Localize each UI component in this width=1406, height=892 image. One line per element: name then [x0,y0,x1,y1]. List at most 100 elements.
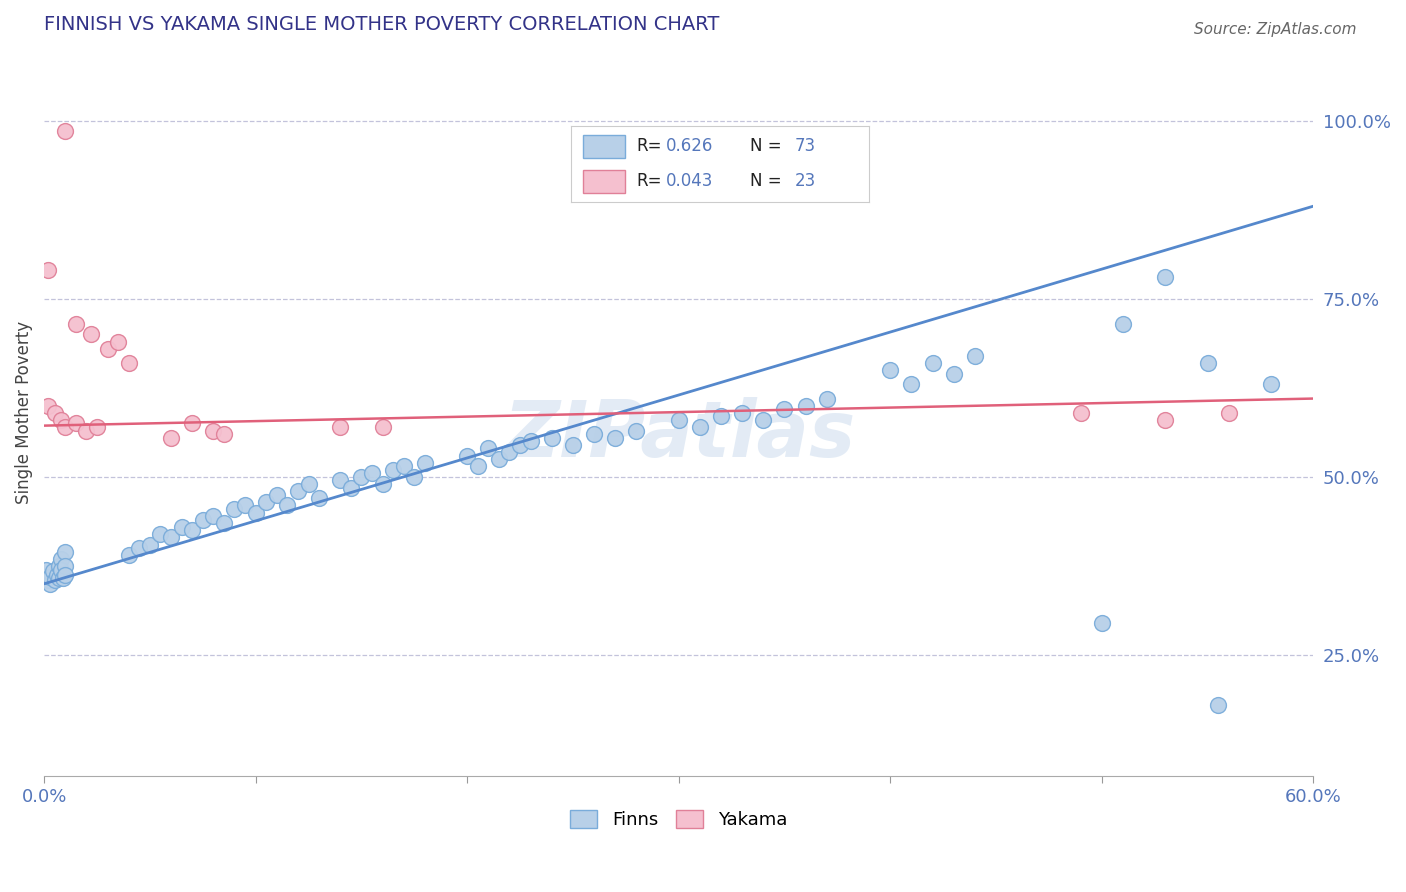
Point [297,477,319,491]
Point [710,409,733,424]
Point [498,445,520,459]
Point [583,427,606,442]
Point [44,573,66,587]
Point [49,563,72,577]
Point [1218,406,1240,420]
Y-axis label: Single Mother Poverty: Single Mother Poverty [15,321,32,504]
Point [1112,317,1135,331]
Point [942,367,965,381]
Point [118,356,141,370]
Point [79,327,101,342]
Point [329,420,352,434]
Point [160,531,183,545]
Point [900,377,922,392]
Point [254,495,277,509]
Point [519,434,541,449]
Point [456,449,478,463]
Point [128,541,150,556]
Text: FINNISH VS YAKAMA SINGLE MOTHER POVERTY CORRELATION CHART: FINNISH VS YAKAMA SINGLE MOTHER POVERTY … [44,15,720,34]
Point [276,499,298,513]
Point [794,399,817,413]
Point [139,538,162,552]
Point [404,470,426,484]
Point [48,571,70,585]
Point [53,124,76,138]
Point [52,571,75,585]
Point [392,459,415,474]
Point [467,459,489,474]
Point [181,417,204,431]
Point [53,545,76,559]
Point [1154,270,1177,285]
Point [561,438,583,452]
Point [605,431,627,445]
Point [1070,406,1092,420]
Point [65,317,87,331]
Point [53,559,76,574]
Point [41,564,63,578]
Point [233,499,256,513]
Point [626,424,648,438]
Point [509,438,531,452]
Point [37,573,59,587]
Point [86,420,108,434]
Point [921,356,943,370]
Point [350,470,373,484]
Point [170,520,193,534]
Point [413,456,436,470]
Point [488,452,510,467]
Point [1197,356,1219,370]
Point [815,392,838,406]
Point [287,484,309,499]
Point [160,431,183,445]
Point [1154,413,1177,427]
Text: Source: ZipAtlas.com: Source: ZipAtlas.com [1194,22,1357,37]
Point [45,568,67,582]
Point [49,552,72,566]
Point [37,399,59,413]
Point [1260,377,1282,392]
Point [1206,698,1229,712]
Point [879,363,901,377]
Point [53,420,76,434]
Point [75,424,97,438]
Point [266,488,288,502]
Point [65,417,87,431]
Point [48,559,70,574]
Point [224,502,246,516]
Point [540,431,562,445]
Point [49,413,72,427]
Point [118,549,141,563]
Point [668,413,690,427]
Point [477,442,499,456]
Point [202,509,225,524]
Point [191,513,214,527]
Point [212,427,235,442]
Point [361,467,384,481]
Legend: Finns, Yakama: Finns, Yakama [564,803,794,836]
Point [308,491,330,506]
Point [371,420,394,434]
Point [731,406,754,420]
Point [371,477,394,491]
Point [1091,615,1114,630]
Point [329,474,352,488]
Point [107,334,129,349]
Point [39,570,62,584]
Point [382,463,405,477]
Point [773,402,796,417]
Point [97,342,120,356]
Point [149,527,172,541]
Point [181,524,204,538]
Point [689,420,711,434]
Point [35,563,58,577]
Point [39,576,62,591]
Point [202,424,225,438]
Point [44,406,66,420]
Point [212,516,235,531]
Point [752,413,775,427]
Point [340,481,363,495]
Point [963,349,986,363]
Point [245,506,267,520]
Point [37,263,59,277]
